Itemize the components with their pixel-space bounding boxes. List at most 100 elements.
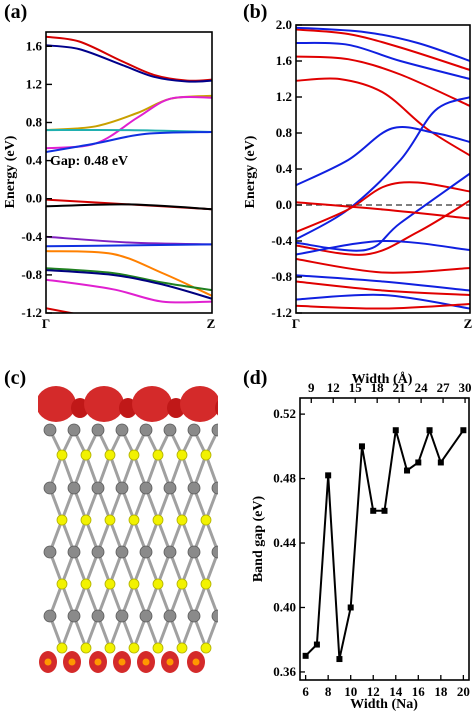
nitrogen-atom <box>128 578 140 590</box>
nitrogen-atom <box>104 578 116 590</box>
panel-d-ylabel: Band gap (eV) <box>251 495 266 582</box>
nitrogen-atom <box>200 578 212 590</box>
band-line-11 <box>46 250 212 297</box>
band-line-11 <box>296 201 470 220</box>
carbon-atom <box>139 423 153 437</box>
band-line-4 <box>46 95 212 150</box>
band-line-15 <box>296 280 470 296</box>
nitrogen-atom <box>225 643 235 653</box>
panel-c-label: (c) <box>4 367 26 389</box>
ytick-label: 0.4 <box>26 153 43 168</box>
nitrogen-atom <box>104 642 116 654</box>
data-point <box>415 459 422 466</box>
panel-a-xtick-z: Z <box>207 316 216 331</box>
nitrogen-atom <box>56 578 68 590</box>
panel-b-label: (b) <box>243 1 267 23</box>
carbon-atom <box>43 545 57 559</box>
ytick-label: -0.4 <box>271 233 292 248</box>
band-line-8 <box>46 203 212 211</box>
xtick-label: 18 <box>434 684 448 699</box>
xtick-label: 8 <box>325 684 332 699</box>
carbon-atom <box>91 545 105 559</box>
atomic-bond <box>216 552 218 557</box>
edge-atom <box>68 658 76 666</box>
carbon-atom <box>139 545 153 559</box>
data-point <box>392 427 399 434</box>
ytick-label: 0.0 <box>276 197 292 212</box>
data-point <box>302 652 309 659</box>
nitrogen-atom <box>104 449 116 461</box>
band-line-3 <box>46 94 212 132</box>
ytick-label: 1.6 <box>26 38 43 53</box>
panel-d-xlabel: Width (Na) <box>350 697 418 712</box>
nitrogen-atom <box>152 642 164 654</box>
carbon-atom <box>211 545 218 559</box>
ytick-label: -0.8 <box>21 267 42 282</box>
panel-d-label: (d) <box>243 367 267 389</box>
atomic-bond <box>216 483 218 488</box>
top-xtick-label: 9 <box>308 380 315 395</box>
atomic-bond <box>216 611 218 616</box>
panel-a-ylabel: Energy (eV) <box>3 135 18 208</box>
band-line-14 <box>296 274 470 292</box>
data-point <box>404 467 411 474</box>
nitrogen-atom <box>176 578 188 590</box>
panel-b-bands <box>296 26 470 310</box>
nitrogen-atom <box>200 514 212 526</box>
xtick-label: 12 <box>367 684 380 699</box>
panel-a-xtick-gamma: Γ <box>42 316 50 331</box>
ytick-label: 0.0 <box>26 191 42 206</box>
atomic-bond <box>216 616 218 621</box>
panel-a-gap-annotation: Gap: 0.48 eV <box>50 154 128 169</box>
panel-d-top-xlabel: Width (Å) <box>352 371 413 387</box>
carbon-atom <box>67 545 81 559</box>
ytick-label: 0.8 <box>276 125 293 140</box>
panel-a-yticks: -1.2 -0.8 -0.4 0.0 0.4 0.8 1.2 1.6 <box>21 38 52 320</box>
top-xtick-label: 18 <box>371 380 385 395</box>
nitrogen-atom <box>200 642 212 654</box>
ytick-label: -1.2 <box>21 305 42 320</box>
carbon-atom <box>139 609 153 623</box>
band-line-4 <box>296 41 470 80</box>
charge-density-lobe <box>180 386 218 422</box>
atomic-bond <box>216 547 218 552</box>
ytick-label: 0.48 <box>273 471 296 486</box>
band-line-2 <box>46 44 212 83</box>
carbon-atom <box>43 609 57 623</box>
ytick-label: 0.8 <box>26 114 43 129</box>
charge-density-lobe <box>84 386 124 422</box>
atomic-bond <box>216 488 218 493</box>
carbon-atom <box>67 609 81 623</box>
nitrogen-atom <box>128 642 140 654</box>
charge-density-lobe <box>38 386 76 422</box>
ytick-label: 0.52 <box>273 406 296 421</box>
top-xtick-label: 30 <box>459 380 472 395</box>
edge-atom <box>118 658 126 666</box>
nitrogen-atom <box>225 450 235 460</box>
band-line-9 <box>46 235 212 246</box>
data-point <box>325 472 332 479</box>
data-point <box>336 656 343 663</box>
nitrogen-atom <box>225 579 235 589</box>
band-line-13 <box>46 269 212 300</box>
band-line-6 <box>296 125 470 187</box>
carbon-atom <box>91 609 105 623</box>
band-line-12 <box>296 239 470 256</box>
carbon-atom <box>115 481 129 495</box>
top-xtick-label: 21 <box>393 380 406 395</box>
band-line-7 <box>296 96 470 241</box>
band-line-8 <box>296 181 470 233</box>
top-xtick-label: 12 <box>327 380 340 395</box>
band-line-14 <box>46 278 212 304</box>
nitrogen-atom <box>80 578 92 590</box>
xtick-label: 20 <box>457 684 470 699</box>
carbon-atom <box>43 481 57 495</box>
panel-a-label: (a) <box>4 1 27 23</box>
xtick-label: 14 <box>389 684 403 699</box>
xtick-label: 10 <box>344 684 357 699</box>
band-line-1 <box>46 35 212 82</box>
carbon-atom <box>115 609 129 623</box>
panel-b-xtick-gamma: Γ <box>292 316 300 331</box>
carbon-atom <box>187 545 201 559</box>
